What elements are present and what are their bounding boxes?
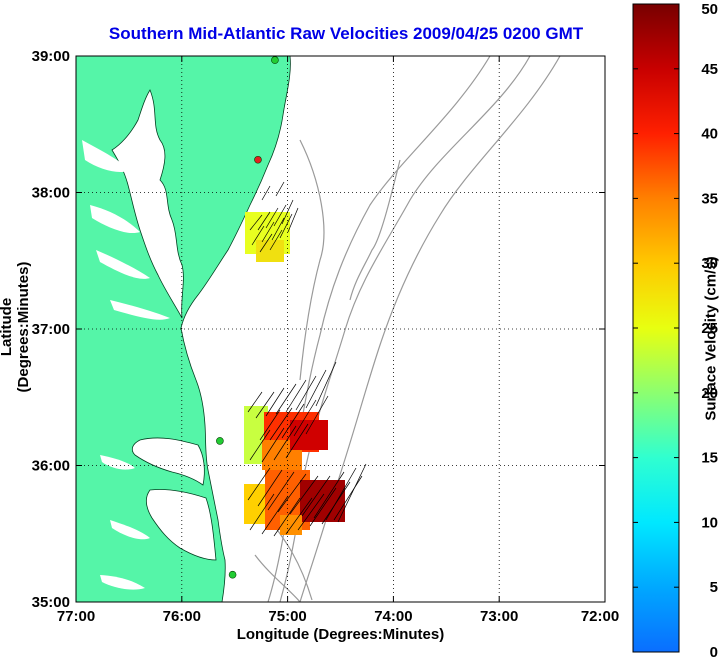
y-tick-label: 36:00: [32, 458, 70, 475]
x-tick-label: 73:00: [480, 608, 518, 625]
x-tick-label: 74:00: [374, 608, 412, 625]
y-tick-label: 39:00: [32, 48, 70, 65]
y-axis-label: Latitude (Degrees:Minutes): [0, 261, 32, 393]
tick-marks: [76, 56, 605, 602]
x-tick-label: 77:00: [57, 608, 95, 625]
y-tick-labels: 39:00 38:00 37:00 36:00 35:00: [32, 48, 70, 611]
colorbar-tick-label: 15: [701, 450, 718, 467]
x-axis-label: Longitude (Degrees:Minutes): [236, 626, 445, 643]
map-title: Southern Mid-Atlantic Raw Velocities 200…: [108, 24, 584, 43]
graticule: [76, 56, 605, 602]
station-marker: [254, 155, 262, 164]
colorbar-tick-label: 35: [701, 190, 718, 207]
colorbar-tick-label: 5: [710, 579, 718, 596]
colorbar-tick-label: 20: [701, 385, 718, 402]
colorbar-tick-label: 0: [710, 644, 718, 659]
colorbar-tick-label: 45: [701, 61, 718, 78]
station-markers: [216, 56, 279, 579]
station-marker: [228, 570, 237, 579]
station-marker: [271, 56, 279, 64]
x-tick-label: 72:00: [581, 608, 619, 625]
y-tick-label: 37:00: [32, 321, 70, 338]
y-tick-label: 35:00: [32, 594, 70, 611]
station-marker: [216, 437, 224, 445]
colorbar-label: Surface Velocity (cm/s): [702, 256, 720, 421]
y-tick-label: 38:00: [32, 185, 70, 202]
colorbar-tick-label: 50: [701, 1, 718, 18]
x-tick-label: 76:00: [163, 608, 201, 625]
x-tick-labels: 77:00 76:00 75:00 74:00 73:00 72:00: [57, 608, 619, 625]
colorbar: [632, 3, 680, 653]
x-tick-label: 75:00: [268, 608, 306, 625]
colorbar-tick-label: 40: [701, 126, 718, 143]
colorbar-tick-label: 10: [701, 514, 718, 531]
velocity-vectors: [247, 181, 367, 537]
colorbar-tick-label: 30: [701, 255, 718, 272]
colorbar-tick-label: 25: [701, 320, 718, 337]
